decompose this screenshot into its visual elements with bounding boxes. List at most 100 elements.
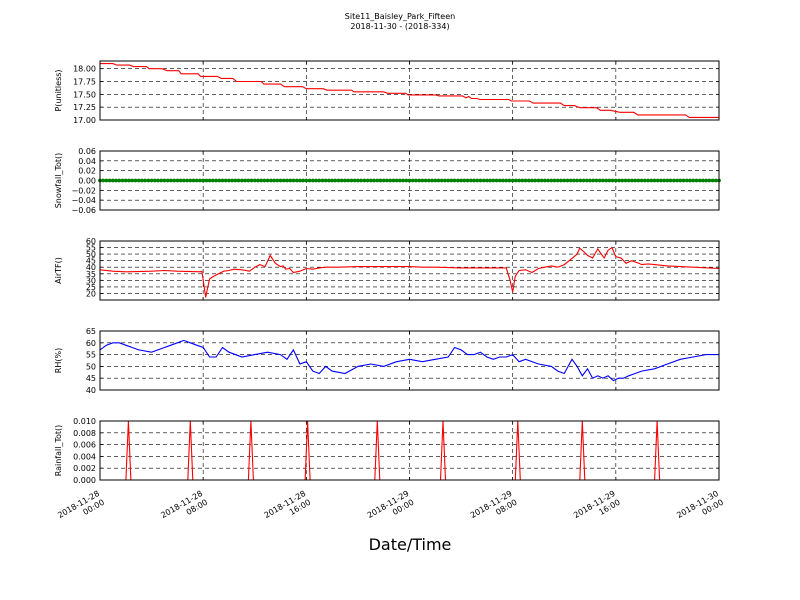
data-point [249,178,254,183]
data-point [243,178,248,183]
data-point [491,178,496,183]
data-point [201,178,206,183]
data-point [691,178,696,183]
data-point [652,178,657,183]
data-point [204,178,209,183]
data-point [475,178,480,183]
data-point [562,178,567,183]
y-axis-label: AirTF() [54,257,63,284]
data-point [140,178,144,183]
y-tick-label: 0.04 [78,157,96,166]
data-point [281,178,286,183]
data-point [439,178,444,183]
y-tick-label: 45 [86,257,96,266]
data-point [417,178,422,183]
data-point [423,178,428,183]
data-point [659,178,663,183]
x-tick-label: 2018-11-2908:00 [469,489,519,529]
data-point [175,178,180,183]
data-point [223,178,228,183]
data-point [594,178,599,183]
data-point [291,178,296,183]
data-point [404,178,409,183]
data-point [117,178,122,183]
data-point [630,178,634,183]
data-point [694,178,699,183]
data-point [549,178,554,183]
data-point [414,178,418,183]
data-point [568,178,573,183]
data-point [246,178,251,183]
data-point [198,178,202,183]
data-point [591,178,596,183]
data-point [172,178,177,183]
data-point [114,178,118,183]
data-point [436,178,441,183]
y-tick-label: 20 [86,289,96,298]
data-point [420,178,425,183]
x-tick-label: 2018-11-2900:00 [366,489,416,529]
y-tick-label: 55 [86,351,96,360]
data-point [259,178,264,183]
data-point [497,178,502,183]
series-line [100,63,719,118]
data-point [346,178,351,183]
data-point [707,178,712,183]
y-tick-label: 40 [86,263,96,272]
data-point [481,178,486,183]
data-point [169,178,173,183]
data-point [210,178,215,183]
data-point [162,178,167,183]
data-point [539,178,544,183]
data-point [123,178,128,183]
data-point [233,178,238,183]
data-point [588,178,592,183]
data-point [220,178,225,183]
data-point [501,178,505,183]
series-line [99,246,720,298]
y-tick-label: 0.02 [78,167,96,176]
y-tick-label: 0.06 [78,147,96,156]
data-point [207,178,212,183]
data-point [494,178,499,183]
data-point [104,178,109,183]
data-point [604,178,609,183]
y-tick-label: 17.75 [73,78,96,87]
data-point [359,178,363,183]
data-point [149,178,154,183]
data-point [285,178,289,183]
data-point [633,178,638,183]
y-axis-label: Rainfall_Tot() [54,425,63,477]
data-point [426,178,431,183]
series-line [99,339,719,382]
y-tick-label: 60 [86,237,96,246]
data-point [517,178,521,183]
x-axis-label: Date/Time [369,535,452,554]
data-point [675,178,679,183]
data-point [275,178,280,183]
data-point [165,178,170,183]
data-point [456,178,460,183]
data-point [701,178,705,183]
data-point [684,178,689,183]
data-point [146,178,151,183]
data-point [349,178,354,183]
x-tick-label: 2018-11-2808:00 [159,489,209,529]
y-tick-label: 0.002 [73,464,96,473]
data-point [520,178,525,183]
data-point [185,178,189,183]
data-point [356,178,360,183]
data-point [485,178,489,183]
data-point [462,178,467,183]
data-point [584,178,589,183]
data-point [159,178,164,183]
data-point [407,178,412,183]
data-point [397,178,402,183]
data-point [310,178,315,183]
x-tick-label: 2018-11-2800:00 [56,489,106,529]
data-point [143,178,148,183]
x-tick-label: 2018-11-2816:00 [263,489,313,529]
data-point [646,178,650,183]
data-point [601,178,605,183]
